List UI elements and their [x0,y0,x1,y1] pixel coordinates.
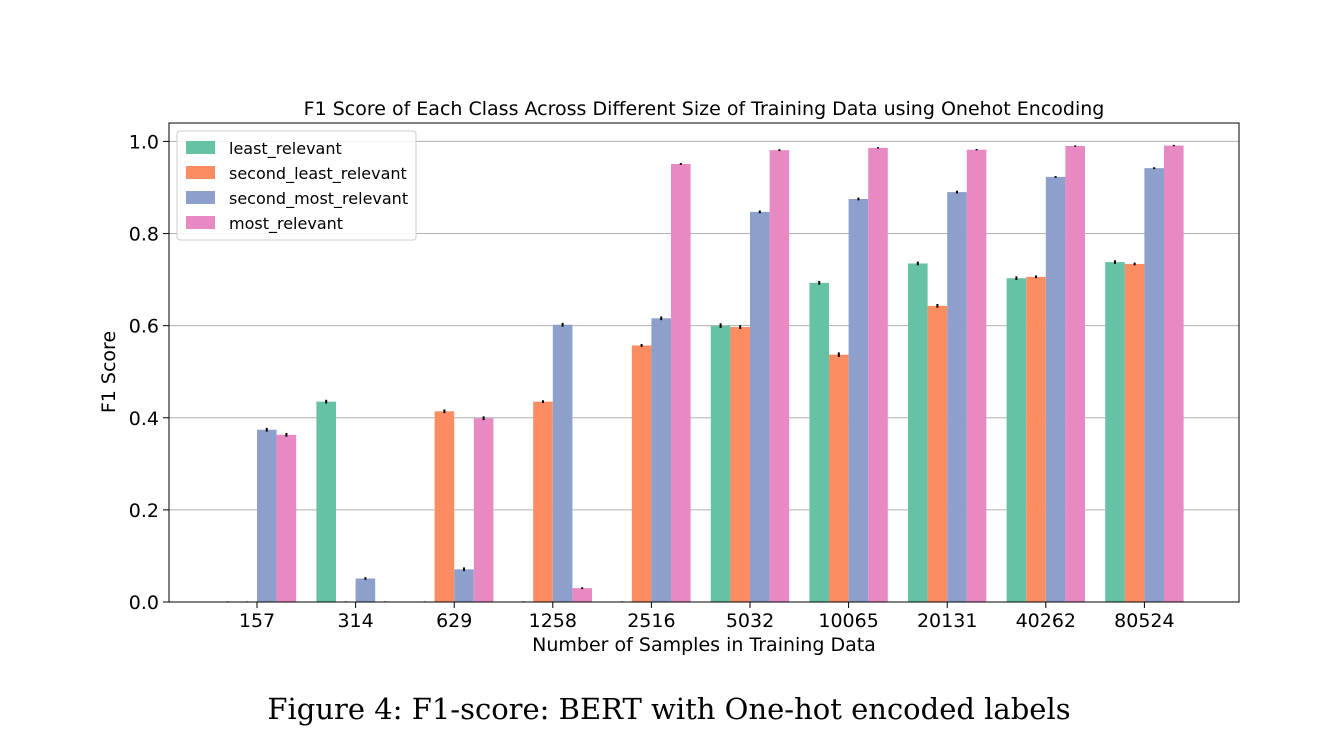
bar-most_relevant-5032 [769,150,790,602]
bar-most_relevant-1258 [572,588,592,602]
x-tick-label: 157 [239,610,275,632]
bar-most_relevant-629 [473,418,494,602]
bar-most_relevant-10065 [868,147,888,602]
legend-swatch-second_least_relevant [186,166,215,179]
y-tick-label: 1.0 [129,131,159,153]
bar-second_least_relevant-40262 [1026,276,1046,602]
x-tick-label: 40262 [1016,610,1076,632]
y-axis-label: F1 Score [98,331,120,413]
bar-second_most_relevant-10065 [848,198,869,603]
x-tick-label: 20131 [917,610,977,632]
bar-second_least_relevant-80524 [1124,263,1145,602]
x-tick-label: 5032 [726,610,774,632]
bar-second_least_relevant-10065 [829,354,849,602]
y-tick-label: 0.0 [129,592,159,614]
bar-second_most_relevant-1258 [552,324,573,602]
bar-second_most_relevant-2516 [651,318,671,602]
bars-group [226,144,1184,603]
legend: least_relevant second_least_relevantsecon… [176,130,417,241]
bar-most_relevant-20131 [966,149,987,603]
x-tick-label: 80524 [1114,610,1174,632]
bar-second_most_relevant-5032 [750,211,770,602]
plot-frame [168,122,1240,603]
bar-least_relevant-10065 [809,282,829,602]
bar-least_relevant-314 [316,401,336,602]
legend-label-least_relevant: least_relevant [229,139,342,159]
bar-second_most_relevant-80524 [1144,168,1164,602]
bar-second_most_relevant-629 [454,569,474,602]
legend-label-second_most_relevant: second_most_relevant [229,189,408,209]
x-tick-label: 314 [337,610,373,632]
y-tick-label: 0.8 [129,224,159,246]
x-tick-label: 2516 [627,610,675,632]
bar-most_relevant-157 [276,434,297,602]
legend-box [176,130,417,241]
bar-second_least_relevant-20131 [927,305,948,602]
x-tick-label: 1258 [529,610,577,632]
y-tick-label: 0.6 [129,316,159,338]
bar-least_relevant-5032 [710,325,731,602]
axis-ticks: 0.0 0.2 0.4 0.6 0.8 1.0 157 314 629 1258 2516 5032 1… [129,131,1175,632]
bar-least_relevant-80524 [1105,262,1125,602]
figure-caption: Figure 4: F1-score: BERT with One-hot en… [267,692,1071,726]
bar-second_least_relevant-2516 [631,345,652,602]
x-tick-label: 10065 [818,610,878,632]
bar-second_most_relevant-20131 [947,192,967,602]
bar-second_least_relevant-629 [434,411,455,602]
x-axis-label: Number of Samples in Training Data [532,634,876,656]
bar-second_least_relevant-1258 [533,401,553,602]
y-tick-label: 0.2 [129,500,159,522]
bar-most_relevant-2516 [671,163,691,603]
bar-second_most_relevant-314 [355,578,376,602]
bar-second_least_relevant-5032 [730,327,750,602]
legend-label-second_least_relevant: second_least_relevant [229,164,407,184]
bar-most_relevant-40262 [1065,146,1085,602]
bar-most_relevant-80524 [1164,145,1184,602]
y-tick-label: 0.4 [129,408,159,430]
bar-least_relevant-20131 [908,263,928,602]
bar-second_most_relevant-157 [257,429,277,602]
bar-second_most_relevant-40262 [1045,176,1066,602]
bar-chart: F1 Score of Each Class Across Different … [98,98,1240,656]
x-tick-label: 629 [436,610,472,632]
legend-swatch-most_relevant [186,216,215,229]
legend-swatch-second_most_relevant [186,191,215,204]
legend-label-most_relevant: most_relevant [229,214,343,234]
chart-title: F1 Score of Each Class Across Different … [304,98,1105,120]
legend-swatch-least_relevant [186,141,215,154]
bar-least_relevant-40262 [1006,278,1027,602]
